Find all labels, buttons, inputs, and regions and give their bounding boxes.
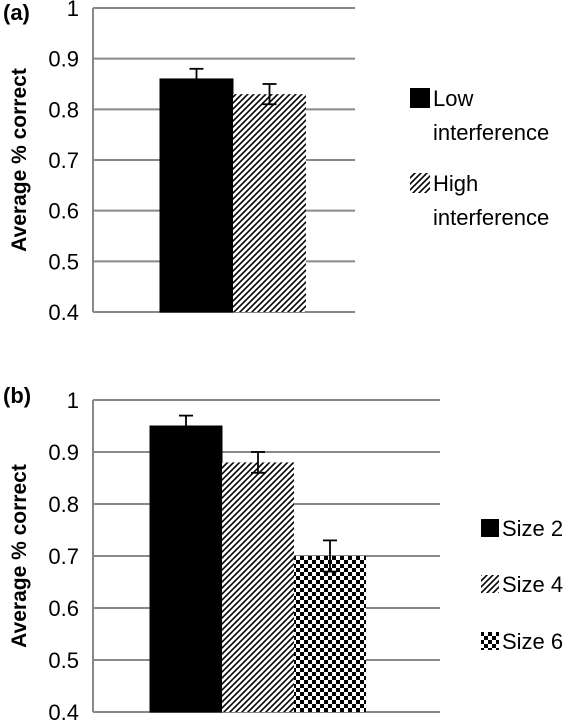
chart-panel-a: (a) 0.4 0.5 0.6 0.7 0.8 0.9 1 Average % correct L…: [3, 0, 549, 325]
bar-size-2: [149, 425, 223, 713]
legend-label: Low: [433, 86, 473, 111]
bar-low-interference: [159, 78, 234, 313]
legend-label: interference: [433, 120, 549, 145]
y-tick-label: 0.8: [48, 492, 79, 517]
bar-size-4: [222, 462, 294, 712]
legend-label: interference: [433, 205, 549, 230]
legend-swatch: [410, 173, 430, 193]
y-tick-label: 0.9: [48, 47, 79, 72]
legend-swatch: [410, 88, 430, 108]
y-tick-label: 0.7: [48, 148, 79, 173]
legend-label: Size 4: [502, 572, 563, 597]
bar-high-interference: [233, 94, 306, 312]
y-axis-label: Average % correct: [8, 464, 31, 648]
y-tick-label: 0.9: [48, 440, 79, 465]
legend-swatch: [481, 519, 499, 537]
legend-label: Size 2: [502, 516, 563, 541]
y-tick-label: 0.5: [48, 249, 79, 274]
legend-label: Size 6: [502, 629, 563, 654]
bar-size-6: [294, 556, 366, 712]
panel-label: (a): [3, 0, 30, 25]
y-tick-label: 1: [67, 388, 79, 413]
y-axis-label: Average % correct: [8, 68, 31, 252]
y-tick-label: 0.8: [48, 97, 79, 122]
chart-panel-b: (b) 0.4 0.5 0.6 0.7 0.8 0.9 1 Average % correct S…: [3, 383, 563, 721]
y-tick-label: 0.4: [48, 300, 79, 325]
y-tick-label: 1: [67, 0, 79, 21]
y-tick-label: 0.7: [48, 544, 79, 569]
legend-label: High: [433, 171, 478, 196]
legend-swatch: [481, 575, 499, 593]
y-tick-label: 0.5: [48, 648, 79, 673]
legend-swatch: [481, 632, 499, 650]
panel-label: (b): [3, 383, 31, 408]
y-tick-label: 0.6: [48, 199, 79, 224]
y-tick-label: 0.6: [48, 596, 79, 621]
y-tick-label: 0.4: [48, 700, 79, 721]
